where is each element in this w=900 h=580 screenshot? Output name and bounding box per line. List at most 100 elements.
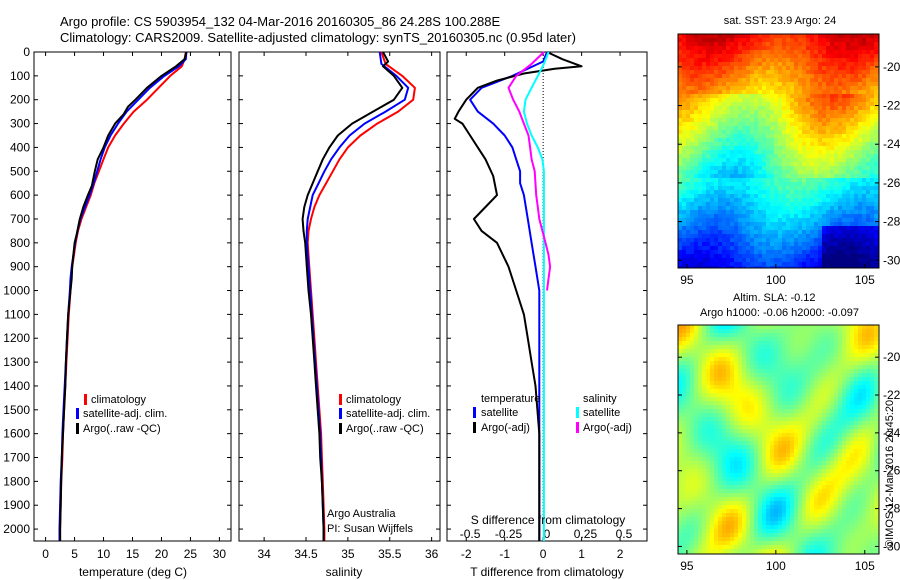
map-cell [778,90,783,95]
map-cell [746,82,751,87]
map-cell [754,174,759,179]
map-cell [678,250,683,255]
map-cell [694,385,699,390]
map-cell [822,361,827,366]
map-cell [874,389,879,394]
map-cell [734,365,739,370]
map-cell [682,417,687,422]
map-cell [710,234,715,239]
map-cell [822,138,827,143]
map-cell [742,38,747,43]
map-cell [806,405,811,410]
map-cell [694,94,699,99]
map-cell [794,369,799,374]
map-cell [718,66,723,71]
map-cell [702,242,707,247]
y-tick-label: 200 [10,93,30,107]
map-cell [870,373,875,378]
map-cell [850,170,855,175]
map-cell [730,453,735,458]
map-cell [790,445,795,450]
map-cell [866,389,871,394]
map-cell [758,441,763,446]
map-cell [838,262,843,267]
map-cell [738,42,743,47]
map-cell [690,66,695,71]
map-cell [858,329,863,334]
map-cell [834,401,839,406]
map-cell [850,254,855,259]
map-cell [846,425,851,430]
map-cell [766,158,771,163]
map-cell [690,445,695,450]
map-cell [750,154,755,159]
map-cell [790,90,795,95]
map-cell [702,190,707,195]
map-cell [734,162,739,167]
map-cell [830,401,835,406]
map-cell [770,393,775,398]
map-cell [810,329,815,334]
map-cell [838,325,843,330]
map-cell [702,361,707,366]
map-cell [714,417,719,422]
map-cell [858,134,863,139]
map-cell [730,214,735,219]
map-cell [686,34,691,39]
map-cell [802,158,807,163]
map-cell [778,258,783,263]
map-cell [714,182,719,187]
map-cell [786,54,791,59]
map-cell [706,345,711,350]
map-cell [766,38,771,43]
map-cell [730,182,735,187]
map-cell [794,349,799,354]
map-cell [798,38,803,43]
map-cell [706,38,711,43]
map-cell [702,357,707,362]
map-cell [678,198,683,203]
map-cell [754,361,759,366]
map-cell [750,66,755,71]
map-cell [730,250,735,255]
map-cell [830,353,835,358]
map-cell [782,349,787,354]
map-cell [790,114,795,119]
map-cell [866,98,871,103]
map-cell [790,218,795,223]
y-tick-label: 1200 [3,331,30,345]
map-cell [742,146,747,151]
map-cell [682,110,687,115]
map-cell [694,138,699,143]
map-cell [730,162,735,167]
map-cell [830,345,835,350]
map-cell [722,170,727,175]
map-cell [774,238,779,243]
map-cell [722,262,727,267]
map-cell [714,369,719,374]
map-cell [754,453,759,458]
map-cell [834,417,839,422]
map-cell [814,373,819,378]
map-cell [838,118,843,123]
map-cell [742,118,747,123]
map-cell [718,369,723,374]
map-cell [822,246,827,251]
map-cell [762,441,767,446]
map-cell [814,170,819,175]
map-cell [718,58,723,63]
map-cell [710,357,715,362]
map-cell [838,94,843,99]
map-cell [794,118,799,123]
map-cell [830,409,835,414]
map-cell [790,134,795,139]
map-cell [794,365,799,370]
map-cell [714,198,719,203]
map-cell [714,178,719,183]
map-cell [742,437,747,442]
map-cell [738,34,743,39]
map-cell [866,218,871,223]
map-cell [722,349,727,354]
map-cell [762,353,767,358]
map-cell [682,425,687,430]
